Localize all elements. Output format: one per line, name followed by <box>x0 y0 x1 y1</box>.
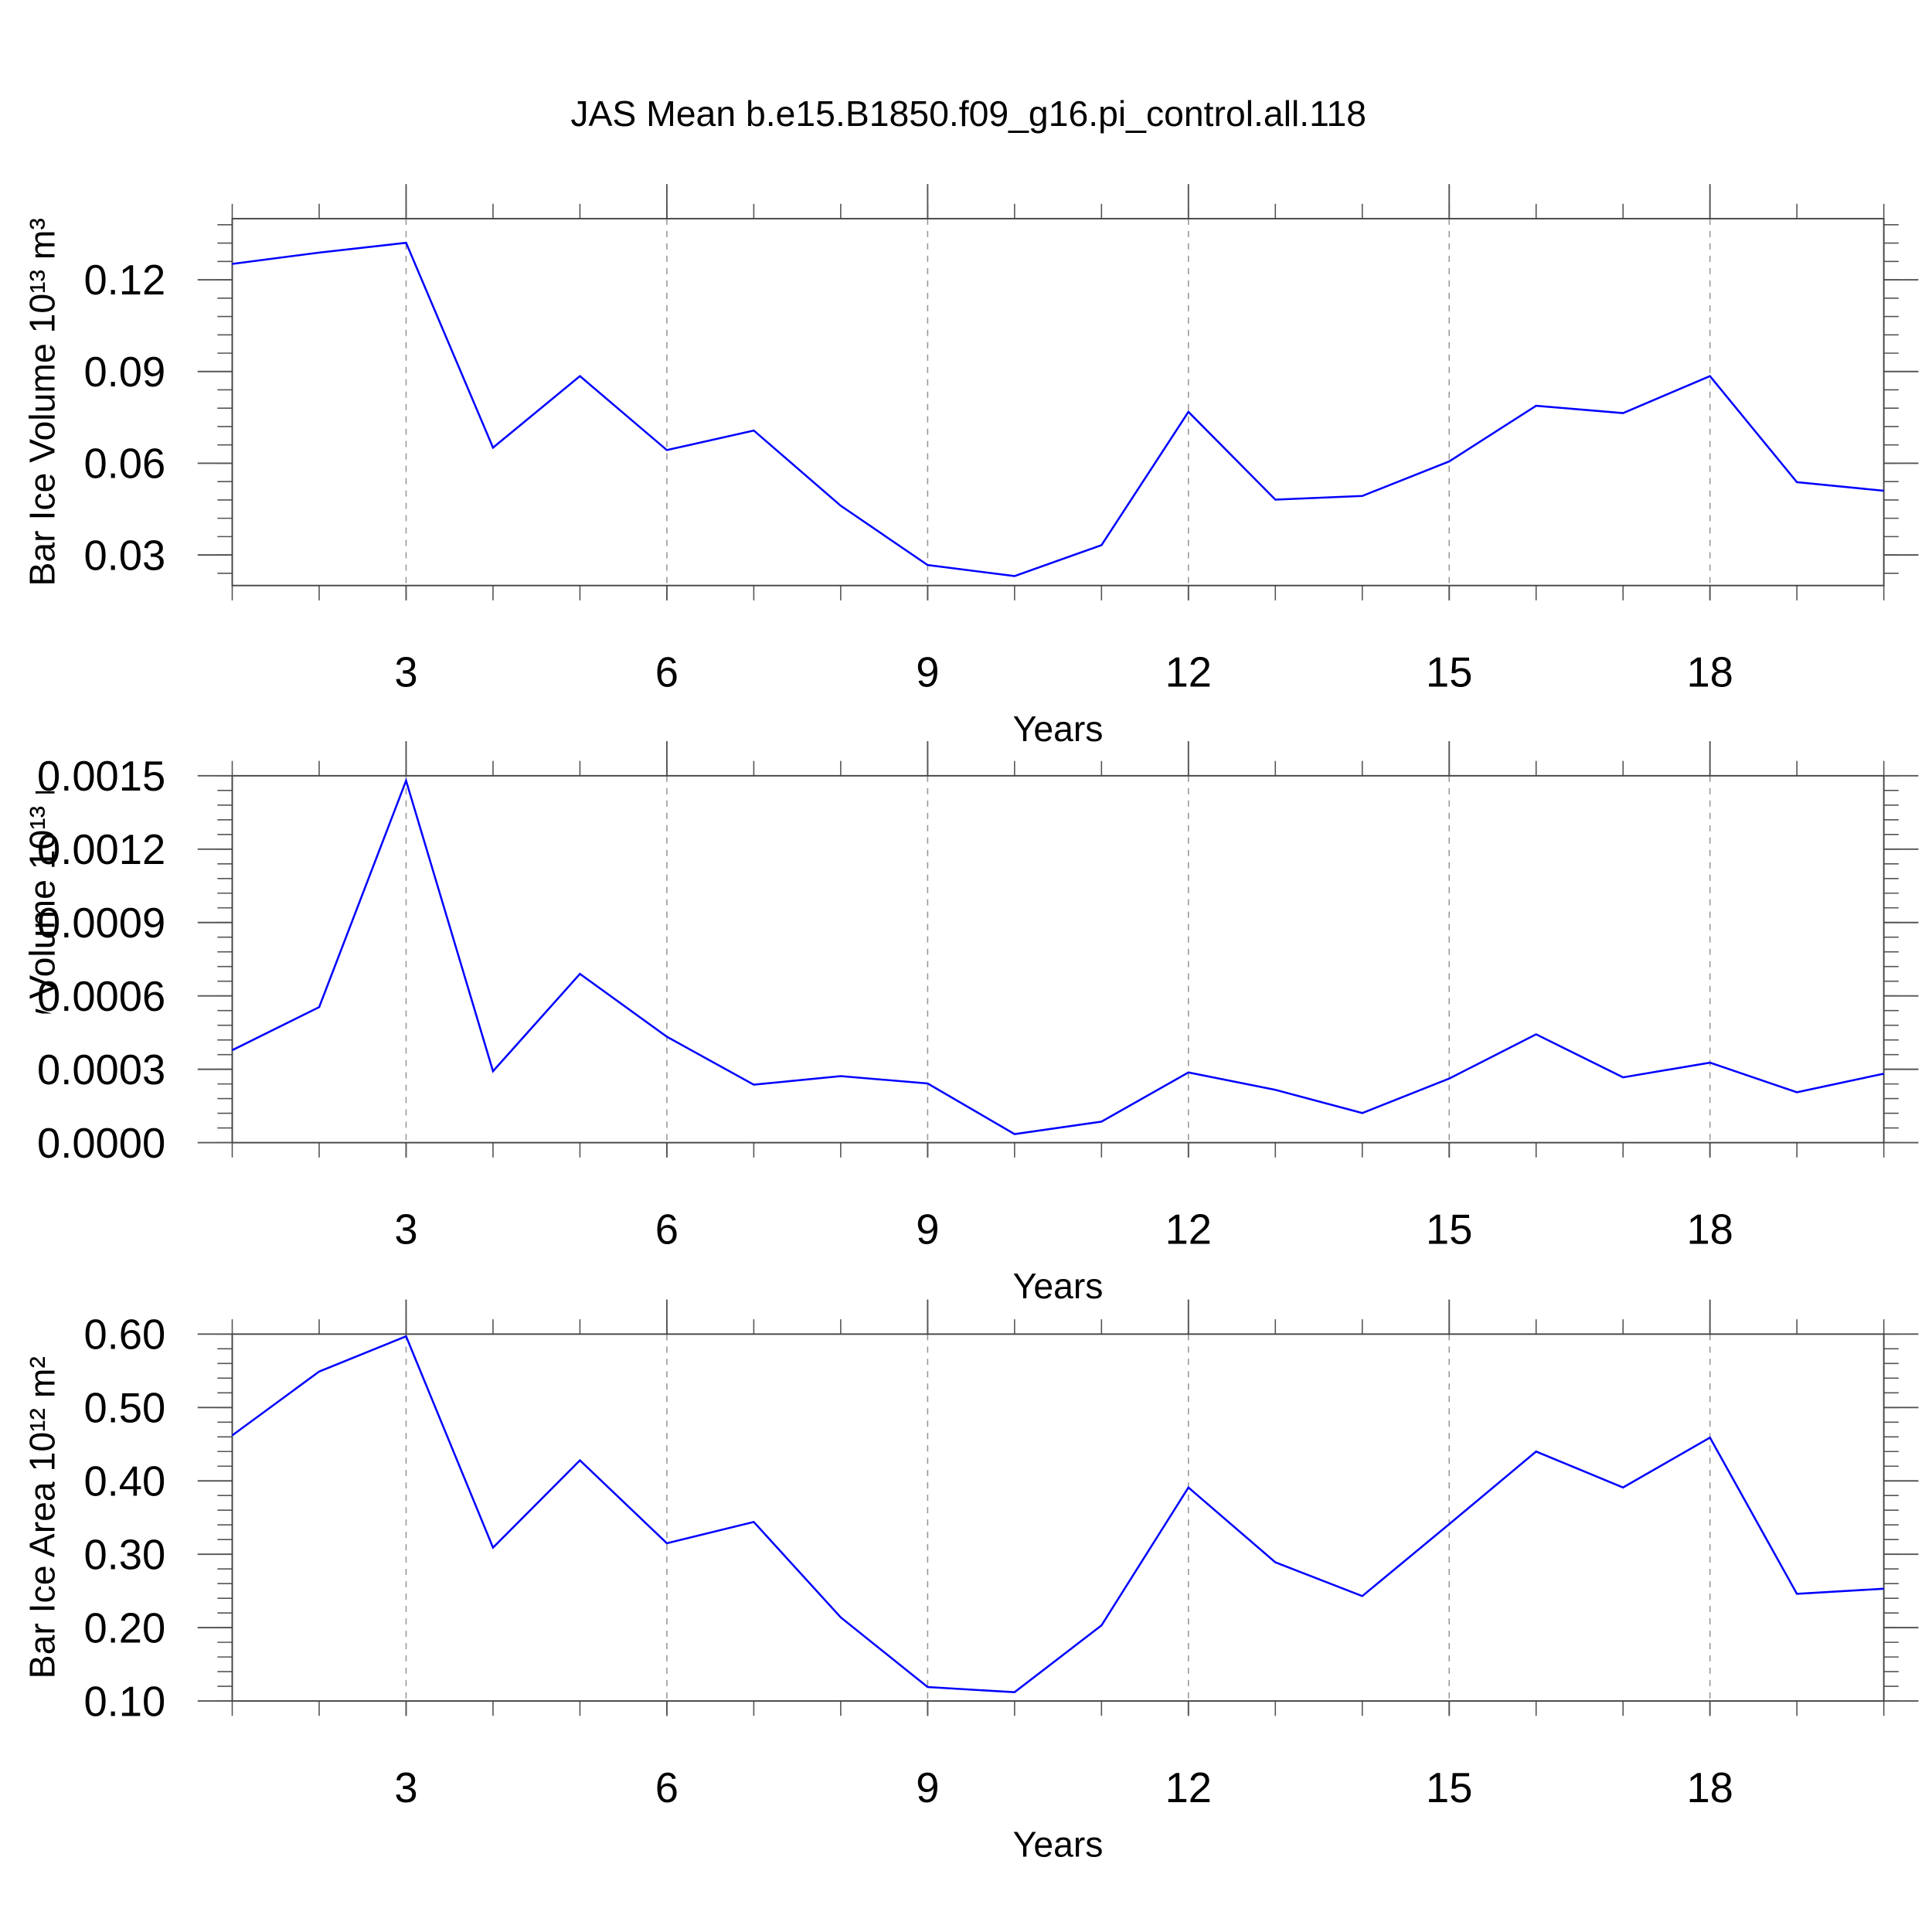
y-tick-label: 0.03 <box>83 532 165 579</box>
y-axis-label: Bar Snow Volume 10¹³ m³ <box>22 754 62 1165</box>
x-tick-label: 18 <box>1686 649 1733 696</box>
x-tick-label: 12 <box>1165 1206 1212 1253</box>
x-tick-label: 3 <box>394 649 417 696</box>
plot-frame <box>231 217 1885 587</box>
data-line <box>231 1335 1884 1693</box>
x-tick-label: 12 <box>1165 649 1212 696</box>
y-tick-label: 0.60 <box>83 1311 165 1359</box>
x-tick-label: 15 <box>1426 1206 1472 1253</box>
x-tick-label: 6 <box>655 1206 679 1253</box>
y-tick-label: 0.0009 <box>37 900 165 947</box>
x-tick-label: 9 <box>916 1206 939 1253</box>
y-tick-label: 0.0003 <box>37 1046 165 1094</box>
plot-frame <box>231 1333 1885 1702</box>
y-tick-label: 0.0015 <box>37 753 165 800</box>
x-tick-label: 9 <box>916 1764 939 1811</box>
y-tick-label: 0.0000 <box>37 1120 165 1167</box>
y-tick-label: 0.40 <box>83 1458 165 1505</box>
y-axis-label: Bar Ice Area 10¹² m² <box>22 1356 62 1679</box>
x-tick-label: 15 <box>1426 649 1472 696</box>
y-tick-label: 0.50 <box>83 1384 165 1431</box>
x-tick-label: 18 <box>1686 1206 1733 1253</box>
data-line <box>231 777 1884 1135</box>
y-tick-label: 0.10 <box>83 1678 165 1725</box>
chart-title: JAS Mean b.e15.B1850.f09_g16.pi_control.… <box>570 94 1366 134</box>
y-tick-label: 0.12 <box>83 257 165 304</box>
x-tick-label: 3 <box>394 1764 417 1811</box>
x-tick-label: 6 <box>655 1764 679 1811</box>
x-tick-label: 9 <box>916 649 939 696</box>
y-tick-label: 0.0012 <box>37 826 165 873</box>
x-tick-label: 3 <box>394 1206 417 1253</box>
x-axis-label: Years <box>1013 709 1104 749</box>
x-tick-label: 12 <box>1165 1764 1212 1811</box>
y-tick-label: 0.06 <box>83 440 165 488</box>
x-tick-label: 15 <box>1426 1764 1472 1811</box>
x-tick-label: 18 <box>1686 1764 1733 1811</box>
y-tick-label: 0.20 <box>83 1604 165 1651</box>
x-axis-label: Years <box>1013 1266 1104 1306</box>
plot-frame <box>231 774 1885 1144</box>
data-line <box>232 241 1884 577</box>
x-tick-label: 6 <box>655 649 679 696</box>
y-tick-label: 0.30 <box>83 1531 165 1578</box>
x-axis-label: Years <box>1013 1824 1104 1864</box>
y-axis-label: Bar Ice Volume 10¹³ m³ <box>22 218 62 586</box>
y-tick-label: 0.0006 <box>37 973 165 1020</box>
y-tick-label: 0.09 <box>83 349 165 396</box>
